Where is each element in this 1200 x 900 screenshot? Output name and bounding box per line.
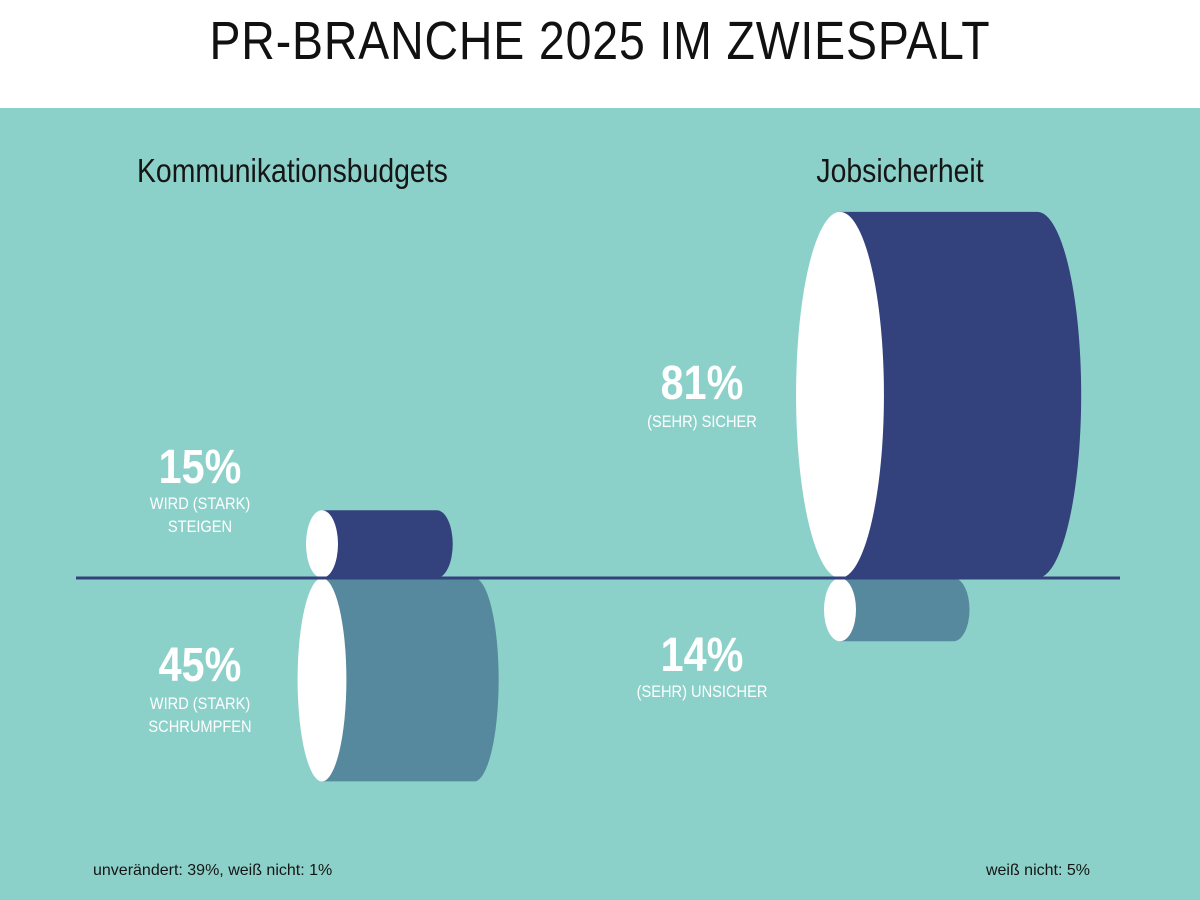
budget-bar-positive [306, 510, 453, 578]
footnote-jobs: weiß nicht: 5% [985, 862, 1090, 879]
budget-bar-positive-body [322, 510, 453, 578]
chart-canvas [0, 108, 1200, 900]
value-label-budget-shrink: 45% [158, 639, 242, 692]
budget-bar-positive-face [306, 510, 338, 578]
category-label-budget-shrink: WIRD (STARK) SCHRUMPFEN [148, 694, 252, 736]
category-label-jobs-insecure: (SEHR) UNSICHER [636, 682, 768, 701]
jobs-bar-negative-body [840, 578, 970, 642]
jobs-bar-positive-face [796, 211, 884, 578]
jobs-bar-positive-body [840, 211, 1082, 578]
page-title: PR-BRANCHE 2025 IM ZWIESPALT [209, 11, 991, 71]
jobs-bar-negative-face [824, 578, 856, 642]
category-label-budget-rise: WIRD (STARK) STEIGEN [149, 494, 251, 536]
jobs-bar-positive [796, 211, 1082, 578]
header: PR-BRANCHE 2025 IM ZWIESPALT [0, 0, 1200, 108]
value-label-budget-rise: 15% [158, 441, 242, 494]
jobs-bar-negative [824, 578, 970, 642]
budget-bar-negative-face [297, 578, 347, 782]
chart-panel [0, 108, 1200, 900]
value-label-jobs-secure: 81% [660, 357, 744, 410]
chart-title-budgets: Kommunikationsbudgets [137, 152, 448, 189]
category-label-jobs-secure: (SEHR) SICHER [647, 412, 757, 431]
chart-title-jobs: Jobsicherheit [816, 152, 984, 189]
value-label-jobs-insecure: 14% [660, 629, 744, 682]
budget-bar-negative [297, 578, 499, 782]
budget-bar-negative-body [322, 578, 499, 782]
footnote-budgets: unverändert: 39%, weiß nicht: 1% [93, 862, 333, 879]
